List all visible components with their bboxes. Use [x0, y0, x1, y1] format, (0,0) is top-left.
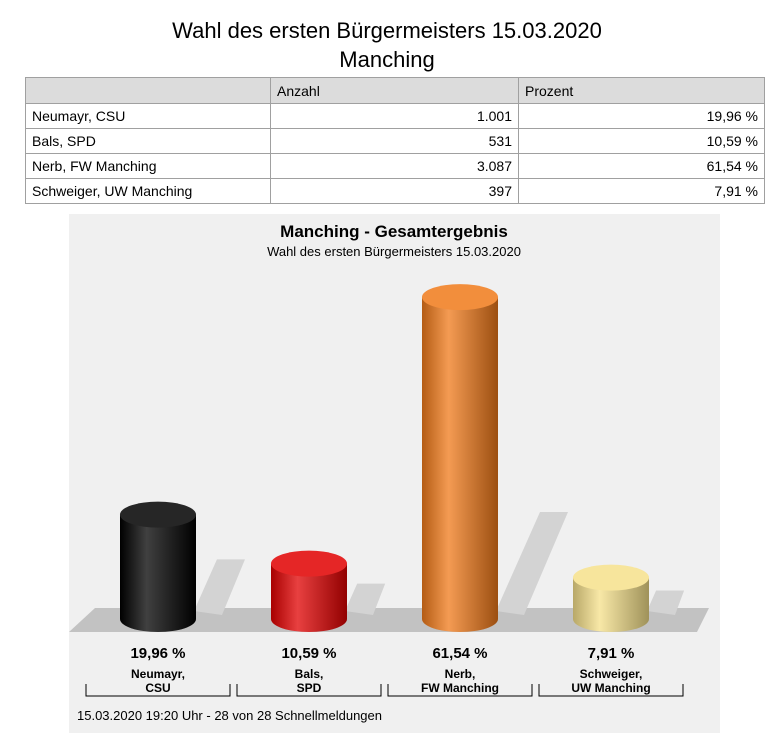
bar-2	[271, 550, 347, 632]
category-bracket	[85, 684, 231, 697]
results-table: Anzahl Prozent Neumayr, CSU 1.001 19,96 …	[25, 77, 765, 204]
table-row: Neumayr, CSU 1.001 19,96 %	[25, 103, 765, 129]
category-label: Schweiger,	[580, 667, 643, 681]
bar-shadow	[194, 559, 245, 615]
category-label: UW Manching	[571, 681, 650, 695]
value-label: 10,59 %	[281, 645, 336, 662]
table-header-row: Anzahl Prozent	[25, 77, 765, 104]
category-label: Bals,	[295, 667, 324, 681]
header-count: Anzahl	[270, 77, 519, 104]
bar-3	[422, 284, 498, 632]
category-label: CSU	[145, 681, 170, 695]
chart-floor	[69, 608, 709, 632]
vote-percent: 7,91 %	[518, 178, 765, 204]
vote-percent: 61,54 %	[518, 153, 765, 179]
vote-count: 531	[270, 128, 519, 154]
category-label: SPD	[297, 681, 322, 695]
header-percent: Prozent	[518, 77, 765, 104]
bar-body	[573, 577, 649, 632]
bar-top	[120, 501, 196, 528]
table-row: Nerb, FW Manching 3.087 61,54 %	[25, 153, 765, 179]
value-label: 19,96 %	[130, 645, 185, 662]
bar-shadow	[345, 583, 386, 615]
chart-panel: Manching - Gesamtergebnis Wahl des erste…	[69, 214, 720, 733]
chart-footer: 15.03.2020 19:20 Uhr - 28 von 28 Schnell…	[77, 708, 382, 723]
chart-floor-plane	[69, 608, 709, 632]
category-label: Nerb,	[445, 667, 476, 681]
value-label: 61,54 %	[432, 645, 487, 662]
vote-count: 397	[270, 178, 519, 204]
table-row: Schweiger, UW Manching 397 7,91 %	[25, 178, 765, 204]
vote-percent: 10,59 %	[518, 128, 765, 154]
candidate-name: Nerb, FW Manching	[25, 153, 271, 179]
bar-body	[271, 563, 347, 632]
category-bracket	[387, 684, 533, 697]
category-label: FW Manching	[421, 681, 499, 695]
bar-top	[573, 564, 649, 591]
page-subtitle-municipality: Manching	[339, 47, 435, 72]
category-labels: 19,96 % Neumayr,CSU 10,59 % Bals,SPD 61,54 %…	[85, 645, 684, 697]
bar-4	[573, 564, 649, 632]
page-title: Wahl des ersten Bürgermeisters 15.03.202…	[172, 18, 602, 43]
bar-body	[422, 297, 498, 632]
bar-shadows	[194, 512, 685, 615]
bar-shadow	[496, 512, 568, 615]
bar-top	[422, 284, 498, 311]
candidate-name: Neumayr, CSU	[25, 103, 271, 129]
bar-chart: Manching - Gesamtergebnis Wahl des erste…	[69, 222, 709, 723]
vote-count: 1.001	[270, 103, 519, 129]
chart-title: Manching - Gesamtergebnis	[280, 222, 508, 241]
header-name	[25, 77, 271, 104]
candidate-name: Bals, SPD	[25, 128, 271, 154]
vote-percent: 19,96 %	[518, 103, 765, 129]
vote-count: 3.087	[270, 153, 519, 179]
bar-1	[120, 501, 196, 632]
category-bracket	[538, 684, 684, 697]
bar-body	[120, 514, 196, 632]
category-label: Neumayr,	[131, 667, 185, 681]
chart-subtitle: Wahl des ersten Bürgermeisters 15.03.202…	[267, 244, 521, 259]
value-label: 7,91 %	[588, 645, 635, 662]
table-row: Bals, SPD 531 10,59 %	[25, 128, 765, 154]
bar-top	[271, 550, 347, 577]
category-bracket	[236, 684, 382, 697]
bar-shadow	[647, 590, 685, 615]
candidate-name: Schweiger, UW Manching	[25, 178, 271, 204]
bars	[120, 284, 649, 632]
